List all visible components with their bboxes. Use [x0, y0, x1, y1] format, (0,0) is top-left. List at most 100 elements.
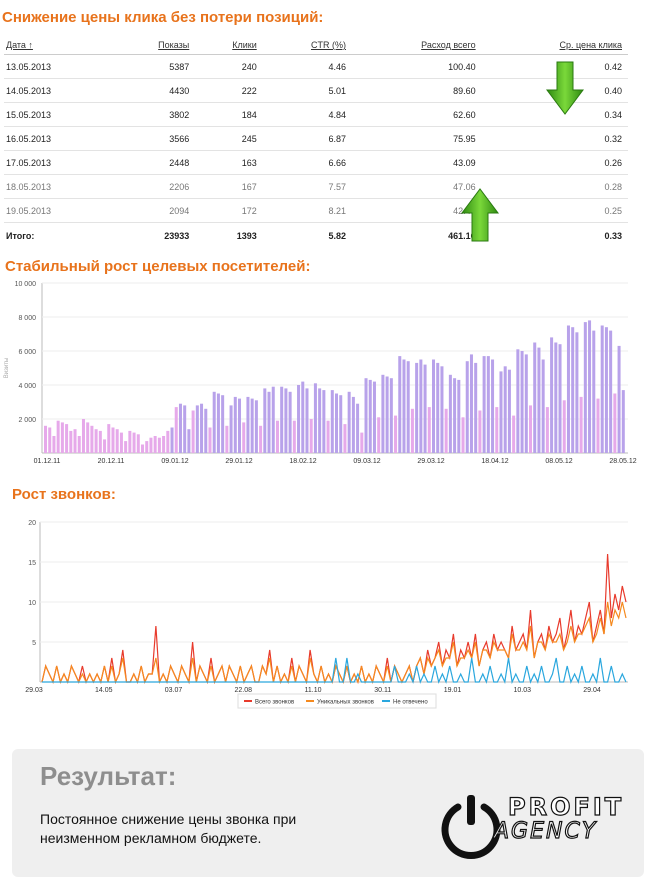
- visits-bar: [98, 430, 102, 453]
- cell-spend: 461.16: [448, 230, 476, 241]
- column-header-avg-cpc[interactable]: Ср. цена клика: [481, 36, 628, 55]
- visits-bar: [208, 427, 212, 453]
- cell-impressions: 3802: [114, 102, 196, 127]
- visits-bar: [592, 330, 596, 453]
- y-tick-label: 5: [32, 640, 36, 647]
- visits-bar: [229, 405, 233, 453]
- visits-bar: [60, 422, 64, 453]
- cell-clicks: 163: [195, 150, 263, 175]
- y-tick-label: 4 000: [18, 383, 36, 390]
- visits-bar: [360, 432, 364, 453]
- visits-bar: [604, 327, 608, 453]
- visits-chart: 2 000 4 000 6 000 8 000 10 000 Визиты 01.12.11…: [0, 275, 640, 470]
- legend-label: Не отвечено: [393, 700, 428, 706]
- visits-bar: [402, 359, 406, 453]
- visits-bar: [436, 362, 440, 453]
- x-tick-label: 20.12.11: [98, 458, 125, 465]
- visits-bar: [73, 429, 77, 453]
- cell-ctr: 6.87: [262, 126, 352, 151]
- visits-bar: [600, 325, 604, 453]
- agency-logo: PROFIT AGENCY: [436, 792, 626, 863]
- column-header-impressions[interactable]: Показы: [114, 36, 196, 55]
- arrow-down-icon: [545, 60, 585, 121]
- cell-ctr: 5.01: [262, 78, 352, 103]
- visits-bar: [141, 444, 145, 453]
- y-tick-label: 8 000: [18, 315, 36, 322]
- visits-bar: [65, 424, 69, 453]
- visits-bar: [415, 362, 419, 453]
- visits-bar: [254, 400, 258, 453]
- visits-bar: [512, 415, 516, 453]
- legend: Всего звонков Уникальных звонков Не отвече…: [237, 693, 437, 709]
- x-tick-label: 01.12.11: [34, 458, 61, 465]
- visits-bar: [187, 429, 191, 453]
- y-axis-label: Визиты: [4, 358, 10, 379]
- visits-bar: [579, 396, 583, 453]
- visits-bar: [178, 403, 182, 453]
- visits-bar: [81, 419, 85, 453]
- visits-bar: [372, 381, 376, 453]
- visits-bar: [448, 374, 452, 453]
- y-tick-label: 6 000: [18, 349, 36, 356]
- visits-bar: [368, 379, 372, 453]
- y-tick-label: 10 000: [15, 281, 37, 288]
- cell-date: 16.05.2013: [4, 126, 115, 151]
- visits-bar: [377, 417, 381, 453]
- visits-bar: [238, 398, 242, 453]
- calls-chart-svg: 5 10 15 20 29.03 14.05 03.07 22.08 11.10 30.11 19.…: [25, 520, 628, 709]
- visits-bar: [507, 369, 511, 453]
- cell-avg-cpc: 0.42: [481, 54, 628, 79]
- table-row: 15.05.2013 3802 184 4.84 62.60 0.34: [4, 102, 628, 127]
- visits-bar: [166, 430, 170, 453]
- x-tick-label: 08.05.12: [545, 458, 572, 465]
- table-row: 13.05.2013 5387 240 4.46 100.40 0.42: [4, 54, 628, 79]
- visits-bar: [520, 351, 524, 453]
- visits-bar: [516, 349, 520, 453]
- x-tick-label: 09.03.12: [353, 458, 380, 465]
- arrow-up-icon: [460, 187, 500, 248]
- heading-visits: Стабильный рост целевых посетителей:: [5, 258, 311, 275]
- visits-bar: [162, 436, 166, 453]
- visits-bar: [153, 436, 157, 453]
- column-header-clicks[interactable]: Клики: [195, 36, 263, 55]
- cell-impressions: 2094: [114, 198, 196, 223]
- heading-cpc: Снижение цены клика без потери позиций:: [2, 9, 324, 26]
- cell-avg-cpc: 0.28: [481, 174, 628, 199]
- table-total-row: Итого: 23933 1393 5.82 461.16 0.33: [4, 223, 628, 249]
- visits-bar: [524, 354, 528, 453]
- visits-bar: [432, 359, 436, 453]
- x-tick-label: 22.08: [234, 687, 252, 694]
- column-header-ctr[interactable]: CTR (%): [262, 36, 352, 55]
- visits-bar: [191, 410, 195, 453]
- calls-chart: 5 10 15 20 29.03 14.05 03.07 22.08 11.10 30.11 19.…: [0, 510, 640, 725]
- cell-date: 18.05.2013: [4, 174, 115, 199]
- cell-ctr: 7.57: [262, 174, 352, 199]
- visits-bar: [554, 342, 558, 453]
- cell-date: 19.05.2013: [4, 198, 115, 223]
- visits-bar: [427, 407, 431, 453]
- visits-bar: [309, 419, 313, 453]
- cell-ctr: 8.21: [262, 198, 352, 223]
- visits-bar: [394, 415, 398, 453]
- visits-bar: [322, 390, 326, 453]
- visits-bar: [364, 378, 368, 453]
- visits-bar: [457, 379, 461, 453]
- x-tick-label: 11.10: [305, 687, 322, 694]
- cell-ctr: 6.66: [262, 150, 352, 175]
- visits-bar: [174, 407, 178, 453]
- cell-impressions: 23933: [164, 230, 190, 241]
- visits-bar: [183, 405, 187, 453]
- visits-bar: [297, 385, 301, 453]
- column-header-date[interactable]: Дата ↑: [4, 36, 115, 55]
- column-header-spend[interactable]: Расход всего: [351, 36, 482, 55]
- visits-bar: [351, 396, 355, 453]
- visits-bar: [474, 362, 478, 453]
- visits-bar: [566, 325, 570, 453]
- visits-bar: [149, 437, 153, 453]
- visits-bar: [571, 327, 575, 453]
- cell-spend: 47.06: [351, 174, 482, 199]
- visits-bar: [495, 407, 499, 453]
- cell-date: 13.05.2013: [4, 54, 115, 79]
- x-tick-label: 29.03.12: [417, 458, 444, 465]
